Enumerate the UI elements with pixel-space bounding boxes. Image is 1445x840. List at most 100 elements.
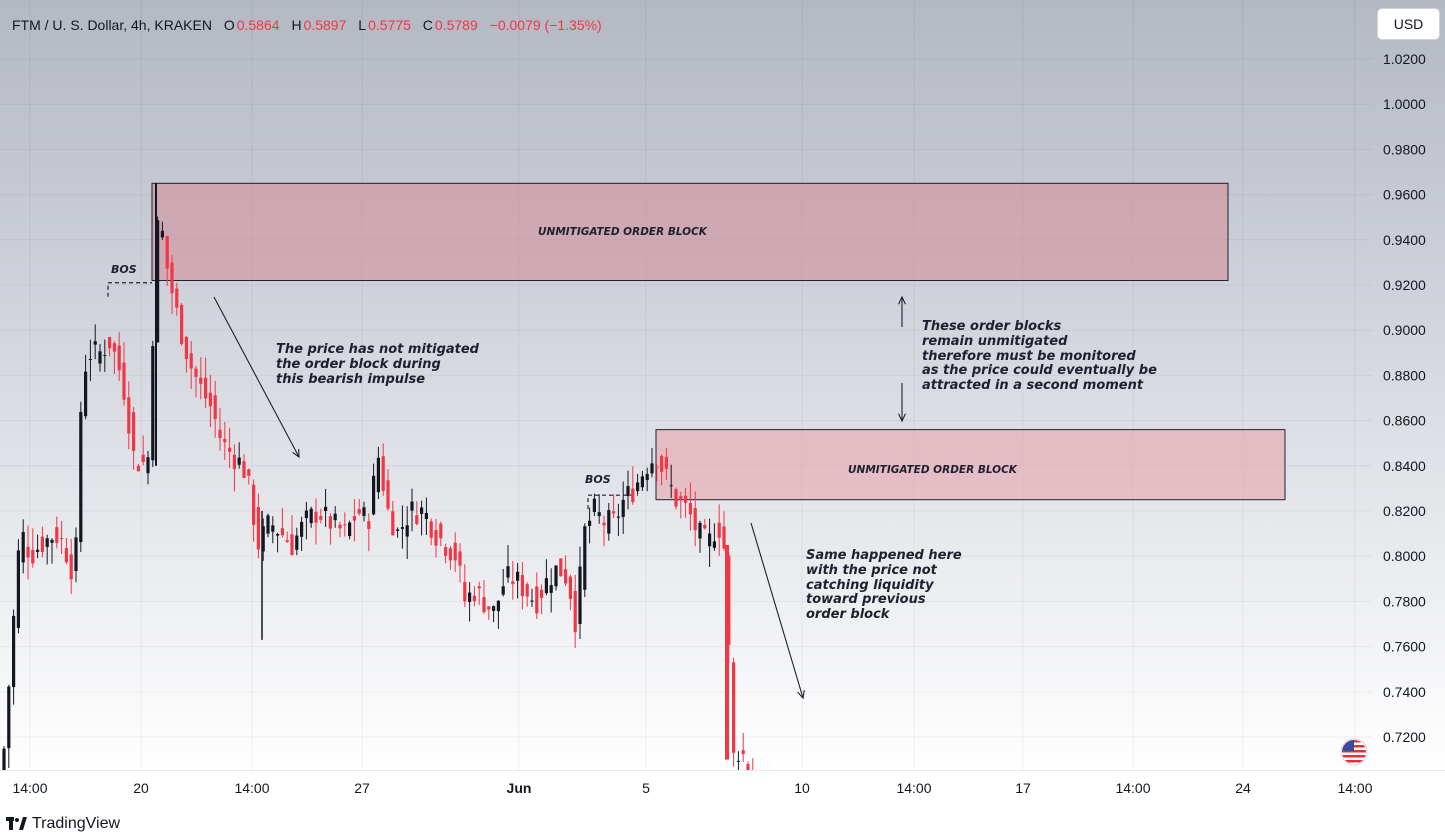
candle-body — [463, 581, 467, 602]
bos-label-2: BOS — [585, 473, 611, 486]
candle-body — [132, 412, 136, 451]
candle-body — [444, 547, 448, 556]
candle-body — [69, 554, 73, 580]
order-block-zone — [151, 182, 1229, 281]
arrow-up-head — [898, 295, 906, 305]
candle-body — [636, 482, 640, 492]
candle-body — [276, 534, 280, 536]
candle-body — [21, 531, 25, 563]
high-label: H — [291, 17, 302, 33]
price-chart[interactable] — [0, 0, 1372, 770]
candle-body — [117, 345, 121, 371]
candle-body — [160, 230, 164, 238]
time-tick-label: 17 — [1015, 780, 1031, 796]
arrow-down-1 — [213, 296, 300, 458]
candle-body — [693, 507, 697, 531]
candle-body — [405, 525, 409, 537]
candle-body — [732, 662, 736, 753]
price-tick-label: 0.8400 — [1383, 458, 1426, 474]
candle-body — [223, 438, 227, 443]
candle-body — [588, 520, 592, 526]
price-tick-label: 0.7200 — [1383, 729, 1426, 745]
bos-line — [587, 494, 638, 510]
candle-body — [304, 510, 308, 519]
candle-body — [194, 368, 198, 377]
candle-body — [271, 525, 275, 532]
price-tick-label: 0.7400 — [1383, 684, 1426, 700]
candle-body — [12, 615, 16, 688]
candle-body — [338, 524, 342, 529]
time-axis[interactable]: 14:00 20 14:00 27 Jun 5 10 14:00 17 14:00 24 14:00 — [0, 770, 1373, 805]
annotation-line: as the price could eventually be — [922, 363, 1157, 379]
us-flag-icon[interactable] — [1340, 738, 1368, 766]
candle-body — [396, 529, 400, 531]
time-tick-label: 20 — [133, 780, 149, 796]
annotation-line: the order block during — [276, 356, 441, 372]
candle-body — [348, 522, 352, 537]
currency-button[interactable]: USD — [1377, 8, 1440, 40]
time-tick-label: 24 — [1235, 780, 1251, 796]
candle-body — [31, 549, 35, 564]
candle-body — [93, 341, 97, 345]
candle-body — [232, 454, 236, 470]
price-tick-label: 0.8600 — [1383, 413, 1426, 429]
tradingview-logo[interactable]: TradingView — [6, 815, 120, 833]
candle-body — [50, 539, 54, 543]
price-tick-label: 0.8800 — [1383, 367, 1426, 383]
arrow-down-1-head — [292, 448, 300, 459]
candle-body — [544, 578, 548, 594]
candle-body — [165, 236, 169, 269]
candle-body — [64, 548, 68, 563]
candle-body — [688, 503, 692, 515]
open-label: O — [223, 17, 235, 33]
time-tick-label: 14:00 — [234, 780, 269, 796]
candle-body — [511, 581, 515, 585]
candle-body — [660, 456, 664, 472]
candle-body — [213, 395, 217, 419]
price-axis[interactable]: 1.0200 1.0000 0.9800 0.9600 0.9400 0.9200 0.90… — [1372, 0, 1445, 770]
candle-body — [487, 606, 491, 610]
candle-body-drop — [725, 544, 729, 760]
candle-body — [16, 550, 20, 628]
candle-body — [300, 521, 304, 537]
candle-body — [242, 461, 246, 478]
candle-body — [530, 600, 534, 602]
candle-body — [506, 566, 510, 578]
close-label: C — [422, 17, 433, 33]
candle-body — [415, 515, 419, 525]
candle-body — [712, 541, 716, 548]
candle-body — [84, 371, 88, 417]
candle-body — [333, 513, 337, 521]
annotation-line: Same happened here — [806, 548, 962, 563]
candle-body — [175, 288, 179, 308]
open-value: 0.5864 — [236, 17, 280, 33]
price-tick-label: 0.9400 — [1383, 232, 1426, 248]
time-tick-label: 14:00 — [1337, 780, 1372, 796]
bos-label-1: BOS — [111, 263, 137, 276]
candle-body — [592, 498, 596, 513]
candle-body — [391, 511, 395, 536]
footer: TradingView — [0, 804, 1445, 840]
candle-body — [122, 362, 126, 400]
arrow-down-2 — [750, 522, 804, 699]
time-tick-label: 10 — [794, 780, 810, 796]
candle-body — [669, 485, 673, 487]
annotation-line: These order blocks — [922, 319, 1062, 334]
chart-pane[interactable]: FTM / U. S. Dollar, 4h, KRAKEN O 0.5864 H… — [0, 0, 1372, 770]
low-value: 0.5775 — [368, 17, 411, 33]
candle-body — [170, 262, 174, 294]
candle-body — [496, 600, 500, 612]
annotation-line: this bearish impulse — [276, 371, 426, 387]
candle-body — [261, 526, 265, 552]
candle-body — [189, 353, 193, 369]
candle-body — [583, 526, 587, 590]
price-tick-label: 0.9600 — [1383, 187, 1426, 203]
candle-body — [204, 377, 208, 399]
candle-body — [26, 546, 30, 558]
candle-body — [650, 463, 654, 474]
candle-body — [112, 343, 116, 352]
candle-body — [36, 549, 40, 552]
price-tick-label: 0.7800 — [1383, 593, 1426, 609]
candle-body — [74, 537, 78, 572]
candle-body — [540, 589, 544, 598]
